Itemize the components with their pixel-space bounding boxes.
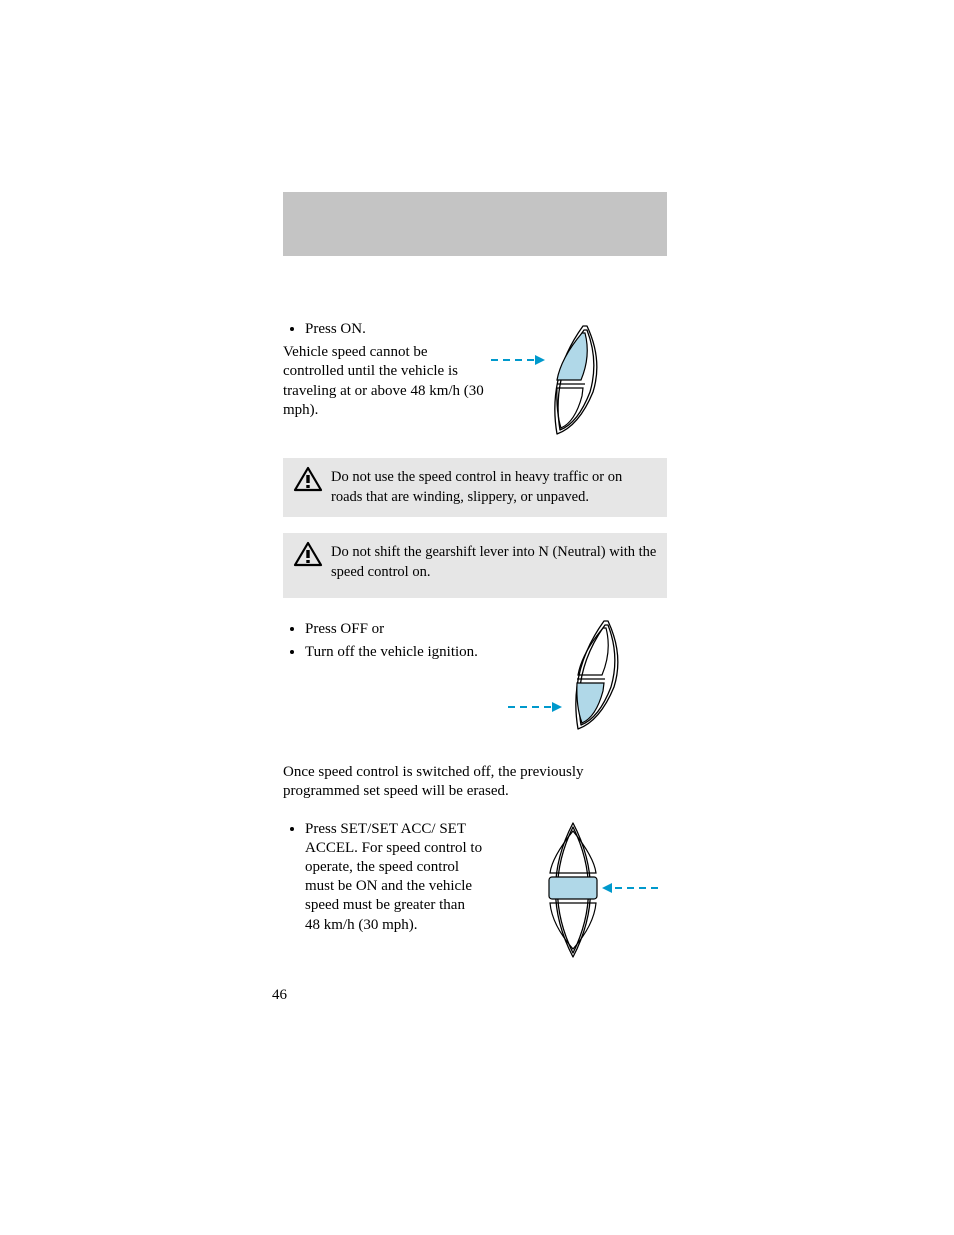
section-off: Press OFF or Turn off the vehicle igniti… [283, 620, 667, 745]
page: Press ON. Vehicle speed cannot be contro… [0, 0, 954, 1235]
diagram-set [508, 815, 678, 970]
section-off-body: Once speed control is switched off, the … [283, 763, 653, 801]
section-set-text: Press SET/SET ACC/ SET ACCEL. For speed … [283, 820, 483, 935]
steering-control-on-icon [483, 320, 663, 440]
section-set: Press SET/SET ACC/ SET ACCEL. For speed … [283, 820, 667, 970]
warning-icon [293, 541, 323, 574]
bullet-press-set: Press SET/SET ACC/ SET ACCEL. For speed … [305, 820, 483, 935]
warning-neutral: Do not shift the gearshift lever into N … [283, 533, 667, 598]
section-on-text: Press ON. Vehicle speed cannot be contro… [283, 320, 488, 420]
section-on: Press ON. Vehicle speed cannot be contro… [283, 320, 667, 440]
section-on-body: Vehicle speed cannot be controlled until… [283, 343, 488, 420]
warning-neutral-text: Do not shift the gearshift lever into N … [331, 544, 656, 580]
warning-traffic: Do not use the speed control in heavy tr… [283, 458, 667, 517]
page-number: 46 [272, 987, 287, 1004]
bullet-press-off: Press OFF or [305, 620, 488, 639]
bullet-press-on: Press ON. [305, 320, 488, 339]
diagram-on [483, 320, 663, 445]
bullet-turn-off-ignition: Turn off the vehicle ignition. [305, 643, 488, 662]
steering-control-off-icon [508, 615, 678, 745]
diagram-off [508, 615, 678, 750]
steering-control-set-icon [508, 815, 678, 965]
warning-traffic-text: Do not use the speed control in heavy tr… [331, 469, 622, 505]
content-column: Press ON. Vehicle speed cannot be contro… [283, 320, 667, 988]
header-band [283, 192, 667, 256]
section-off-text: Press OFF or Turn off the vehicle igniti… [283, 620, 488, 662]
warning-icon [293, 466, 323, 499]
